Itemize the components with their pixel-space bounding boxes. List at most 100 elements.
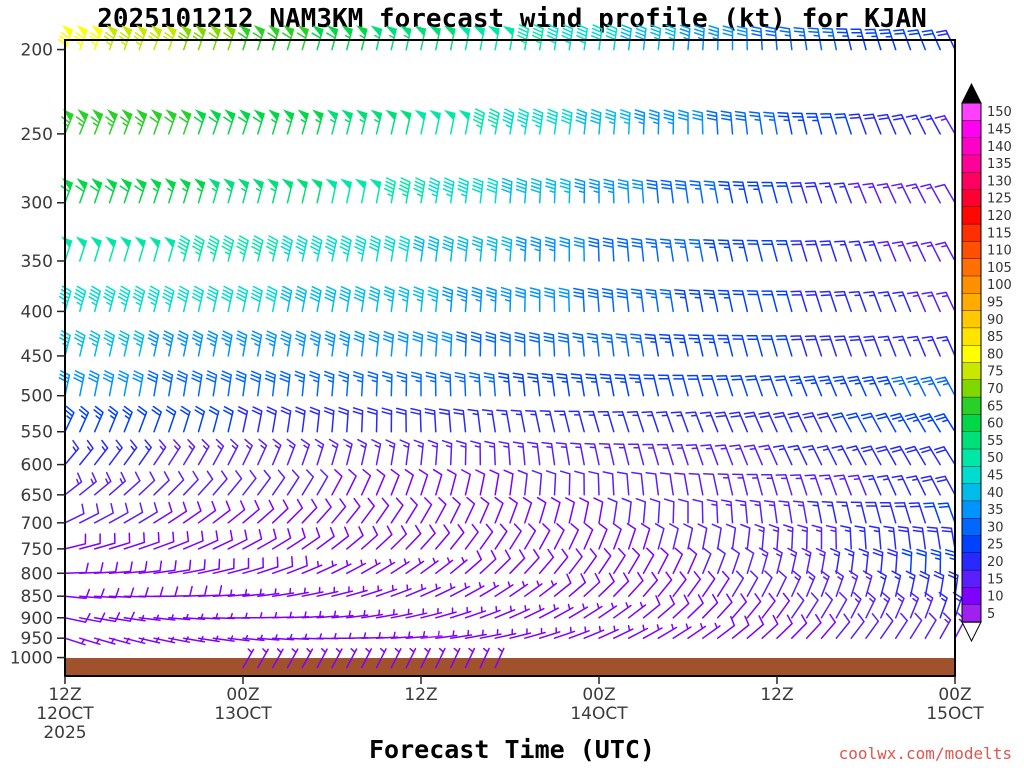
wind-barb — [612, 410, 630, 433]
wind-barb — [559, 236, 571, 262]
colorbar-segment — [961, 293, 982, 312]
wind-barb — [375, 609, 398, 619]
wind-barb — [641, 411, 660, 433]
wind-barb — [599, 373, 615, 397]
wind-barb — [775, 181, 793, 204]
wind-barb — [310, 235, 323, 262]
wind-barb-flag — [179, 178, 191, 190]
colorbar-label: 95 — [987, 295, 1004, 310]
colorbar-label: 60 — [987, 417, 1004, 432]
colorbar-over-triangle — [961, 82, 982, 104]
wind-barb — [221, 330, 233, 357]
wind-barb-flag — [180, 24, 192, 38]
wind-barb — [456, 331, 467, 357]
wind-barb — [271, 469, 286, 496]
wind-barbs-layer — [58, 24, 966, 669]
wind-barb — [660, 179, 674, 204]
wind-barb-flag — [209, 109, 221, 122]
wind-barb — [568, 573, 587, 597]
colorbar-label: 100 — [987, 278, 1012, 293]
wind-barb — [905, 376, 927, 397]
wind-barb-flag — [385, 109, 397, 121]
barb-row-700 — [64, 496, 956, 524]
colorbar-segment — [961, 500, 982, 519]
colorbar-segment — [961, 448, 982, 467]
wind-barb — [783, 524, 794, 550]
wind-barb-flag — [370, 25, 382, 37]
wind-barb — [702, 547, 712, 575]
wind-barb — [206, 330, 218, 357]
wind-barb — [331, 469, 343, 496]
wind-barb — [515, 177, 528, 204]
wind-barb — [892, 335, 912, 357]
wind-barb — [820, 613, 837, 639]
wind-barb — [375, 525, 393, 550]
wind-barb — [502, 108, 515, 135]
wind-barb — [748, 111, 763, 135]
wind-barb — [831, 445, 852, 466]
wind-barb-flag — [354, 178, 367, 190]
wind-barb — [257, 469, 272, 496]
wind-barb — [805, 570, 816, 597]
wind-barb — [457, 177, 469, 204]
wind-barb — [920, 475, 941, 496]
wind-barb — [732, 289, 749, 313]
wind-barb — [494, 647, 505, 669]
wind-barb — [455, 440, 467, 466]
wind-barb — [746, 290, 763, 313]
wind-barb — [383, 177, 396, 204]
wind-barb — [620, 24, 632, 51]
wind-barb — [375, 647, 387, 669]
wind-barb-flag — [340, 178, 352, 190]
x-date-label: 14OCT — [570, 704, 628, 724]
wind-barb — [788, 375, 808, 397]
wind-barb — [103, 285, 116, 313]
barb-row-450 — [59, 330, 956, 357]
wind-barb — [803, 375, 823, 397]
wind-barb — [825, 524, 838, 550]
wind-barb — [659, 288, 674, 313]
colorbar-label: 5 — [987, 607, 995, 622]
wind-barb — [212, 470, 228, 496]
wind-barb — [509, 605, 530, 619]
wind-barb — [934, 183, 956, 204]
plot-border — [64, 39, 956, 677]
wind-barb-flag — [135, 178, 147, 191]
wind-barb — [182, 501, 202, 524]
wind-barb — [775, 335, 793, 357]
wind-barb — [390, 631, 414, 639]
wind-barb — [601, 332, 615, 357]
wind-barb — [353, 286, 366, 313]
wind-barb — [339, 235, 352, 262]
wind-barb — [850, 591, 862, 619]
wind-barb — [746, 239, 763, 262]
wind-barb — [568, 410, 585, 433]
wind-barb — [79, 533, 101, 550]
watermark-link[interactable]: coolwx.com/modelts — [838, 744, 1012, 763]
wind-barb — [805, 592, 819, 619]
wind-barb-flag — [429, 25, 441, 37]
wind-barb — [227, 470, 243, 496]
wind-barb — [108, 532, 131, 550]
wind-barb — [242, 438, 253, 466]
wind-barb — [538, 580, 558, 597]
wind-barb — [435, 497, 447, 524]
wind-barb — [573, 236, 585, 262]
wind-barb — [729, 411, 749, 433]
wind-barb — [685, 443, 704, 466]
wind-barb — [775, 240, 793, 262]
x-tick-label: 00Z — [582, 685, 615, 705]
colorbar-under-triangle — [961, 621, 982, 643]
colorbar-segment — [961, 466, 982, 485]
wind-barb — [635, 24, 647, 51]
wind-barb — [470, 440, 482, 466]
colorbar-label: 120 — [987, 209, 1012, 224]
colorbar-segment — [961, 431, 982, 450]
wind-barb — [425, 371, 437, 397]
wind-barb — [138, 586, 164, 598]
y-tick-label: 550 — [21, 423, 53, 443]
wind-barb — [353, 330, 365, 357]
wind-barb — [720, 499, 734, 524]
wind-barb-flag — [399, 25, 412, 37]
wind-barb — [538, 548, 555, 575]
